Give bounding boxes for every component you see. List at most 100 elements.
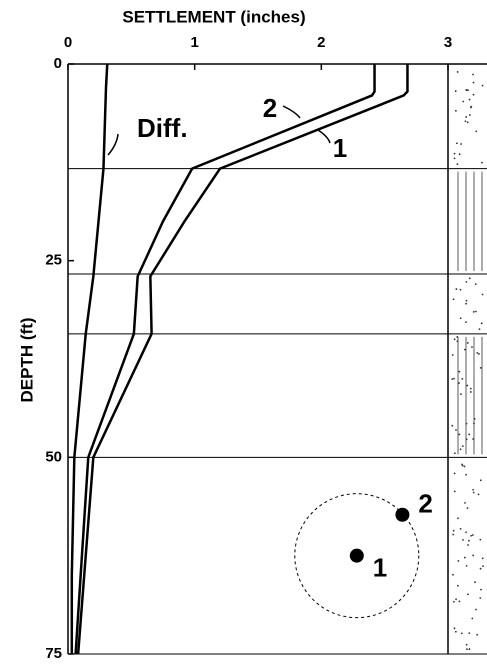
soil-dot [451,378,453,380]
soil-dot [469,114,471,116]
soil-dot [455,598,457,600]
curve [76,64,375,654]
soil-dot [454,491,456,493]
soil-dot [473,94,475,96]
soil-dot [478,353,480,355]
soil-dot [460,317,462,319]
label-pointer [283,106,300,118]
soil-dot [466,281,468,283]
soil-dot [453,378,455,380]
soil-dot [454,157,456,159]
soil-dot [478,493,480,495]
soil-dot [453,530,455,532]
soil-dot [454,153,456,155]
soil-dot [460,143,462,145]
soil-dot [472,555,474,557]
soil-dot [464,349,466,351]
soil-dot [454,338,456,340]
soil-dot [451,425,453,427]
soil-dot [456,340,458,342]
soil-dot [479,328,481,330]
soil-dot [475,283,477,285]
soil-dot [466,89,468,91]
soil-dot [470,391,472,393]
x-axis-title: SETTLEMENT (inches) [122,7,305,26]
curve-label: 1 [333,133,347,163]
soil-dot [466,300,468,302]
soil-dot [467,507,469,509]
soil-dot [470,106,472,108]
soil-dot [455,110,457,112]
soil-dot [465,303,467,305]
soil-dot [464,502,466,504]
soil-dot [473,311,475,313]
soil-dot [462,539,464,541]
soil-dot [470,535,472,537]
soil-dot [466,648,468,650]
soil-dot [469,99,471,101]
soil-dot [474,418,476,420]
soil-dot [460,289,462,291]
soil-dot [454,627,456,629]
soil-dot [452,574,454,576]
soil-dot [461,378,463,380]
soil-dot [475,311,477,313]
soil-dot [454,472,456,474]
soil-dot [472,74,474,76]
label-pointer [318,130,330,143]
soil-dot [465,120,467,122]
point-label: 1 [373,553,387,583]
x-tick-label: 0 [64,34,72,51]
soil-dot [455,429,457,431]
y-tick-label: 0 [54,55,62,72]
soil-dot [467,593,469,595]
soil-dot [458,434,460,436]
soil-dot [454,452,456,454]
curve-label: 2 [263,93,277,123]
soil-dot [479,539,481,541]
soil-dot [480,479,482,481]
soil-dot [460,393,462,395]
soil-dot [466,423,468,425]
soil-dot [469,648,471,650]
soil-dot [457,517,459,519]
soil-dot [456,336,458,338]
y-tick-label: 25 [45,252,62,269]
soil-dot [468,434,470,436]
soil-dot [474,581,476,583]
soil-dot [453,601,455,603]
soil-dot [473,423,475,425]
soil-dot [466,438,468,440]
soil-dot [480,568,482,570]
soil-dot [460,528,462,530]
soil-dot [468,540,470,542]
y-tick-label: 50 [45,448,62,465]
soil-dot [482,85,484,87]
soil-dot [482,294,484,296]
soil-dot [456,142,458,144]
soil-dot [459,601,461,603]
soil-dot [472,534,474,536]
soil-dot [462,445,464,447]
soil-dot [469,277,471,279]
soil-dot [466,565,468,567]
curve-label: Diff. [137,113,188,143]
soil-dot [473,82,475,84]
soil-dot [481,322,483,324]
soil-dot [455,631,457,633]
soil-dot [453,298,455,300]
soil-dot [458,382,460,384]
point [350,549,364,563]
point [395,508,409,522]
soil-dot [462,101,464,103]
soil-dot [475,130,477,132]
soil-dot [465,474,467,476]
x-tick-label: 1 [190,34,198,51]
soil-dot [466,644,468,646]
soil-dot [457,71,459,73]
soil-dot [476,352,478,354]
soil-dot [482,558,484,560]
soil-dot [457,163,459,165]
soil-dot [464,557,466,559]
soil-dot [452,534,454,536]
